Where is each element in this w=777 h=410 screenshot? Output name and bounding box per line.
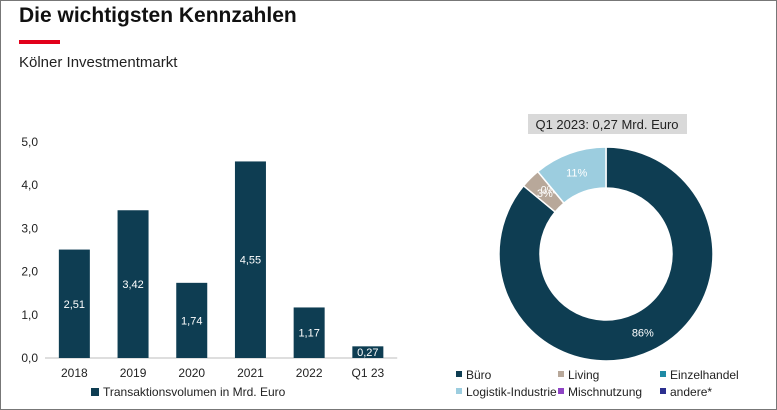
bar [176,282,208,358]
y-tick-label: 3,0 [21,221,38,235]
title-accent-bar [19,40,60,44]
x-tick-label: 2020 [178,366,205,380]
page-subtitle: Kölner Investmentmarkt [19,54,178,71]
page-title: Die wichtigsten Kennzahlen [19,4,297,27]
x-tick-label: Q1 23 [351,366,384,380]
bar-value-label: 0,27 [357,347,378,359]
bar-value-label: 2,51 [64,299,85,311]
donut-legend-label: andere* [670,385,712,399]
bar-legend-swatch [91,388,99,396]
x-tick-label: 2022 [296,366,323,380]
x-tick-label: 2018 [61,366,88,380]
donut-legend-swatch [660,371,666,377]
bar-value-label: 3,42 [122,279,143,291]
bar-legend-label: Transaktionsvolumen in Mrd. Euro [103,385,286,399]
y-tick-label: 1,0 [21,308,38,322]
donut-slice [498,146,714,362]
y-tick-label: 2,0 [21,265,38,279]
bar [352,346,384,358]
y-tick-label: 4,0 [21,178,38,192]
bar [58,249,90,358]
x-tick-label: 2021 [237,366,264,380]
donut-legend-swatch [558,388,564,394]
donut-legend-swatch [660,388,666,394]
donut-slice-label: 11% [566,168,587,180]
donut-title: Q1 2023: 0,27 Mrd. Euro [535,117,678,132]
donut-legend-swatch [456,388,462,394]
donut-legend-label: Living [568,368,599,382]
bar [234,161,266,358]
bar-value-label: 1,74 [181,315,202,327]
bar-value-label: 4,55 [240,255,261,267]
donut-slice [536,146,607,205]
donut-legend-swatch [456,371,462,377]
donut-legend-label: Logistik-Industrie [466,385,557,399]
donut-slice-label: 86% [632,327,654,339]
donut-legend-label: Mischnutzung [568,385,642,399]
donut-legend-label: Büro [466,368,492,382]
y-tick-label: 0,0 [21,351,38,365]
bar [117,210,149,358]
donut-slice-label: 3% [537,188,553,200]
bar-value-label: 1,17 [298,328,319,340]
y-tick-label: 5,0 [21,135,38,149]
donut-title-box [528,114,687,134]
x-tick-label: 2019 [120,366,147,380]
bar [293,307,325,358]
donut-legend-label: Einzelhandel [670,368,739,382]
donut-legend-swatch [558,371,564,377]
